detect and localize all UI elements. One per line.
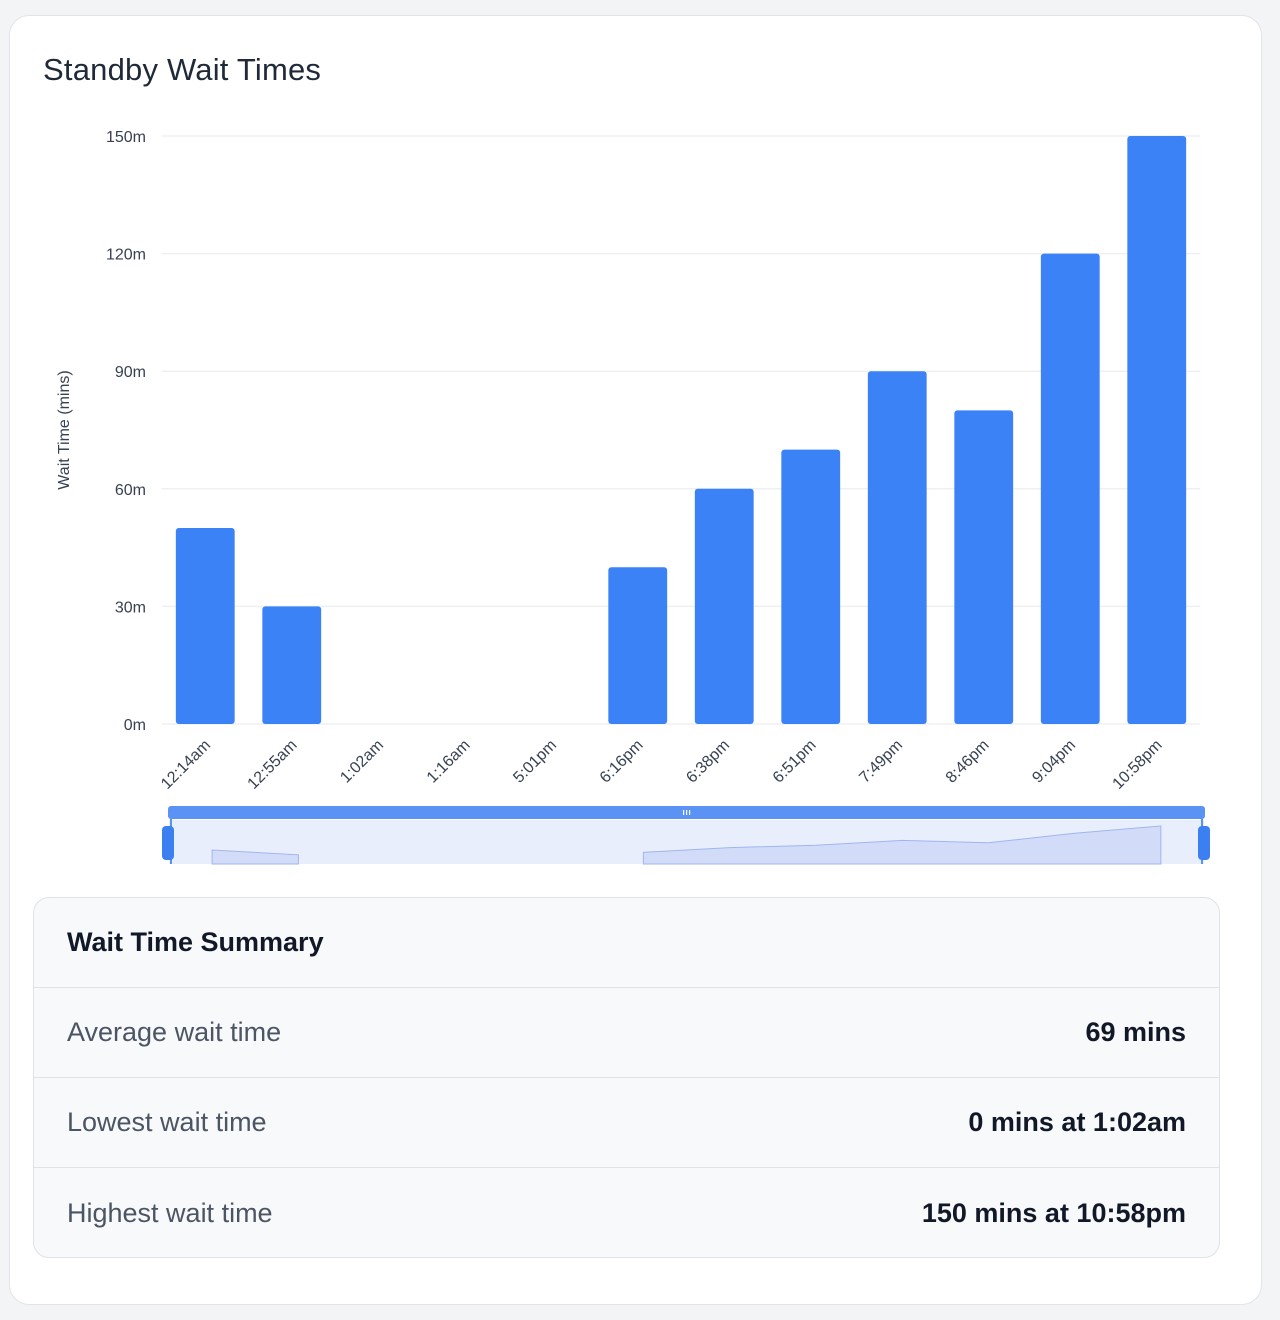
bar	[175, 528, 235, 724]
x-tick-label: 12:14am	[158, 737, 214, 793]
zoom-handle-left[interactable]	[162, 826, 174, 860]
bar	[867, 371, 927, 724]
x-tick-label: 9:04pm	[1029, 737, 1079, 787]
x-tick-label: 1:16am	[424, 737, 474, 787]
bar	[954, 410, 1014, 724]
wait-time-summary: Wait Time Summary Average wait time 69 m…	[33, 897, 1220, 1258]
summary-row-value: 0 mins at 1:02am	[968, 1107, 1186, 1137]
summary-row-value: 150 mins at 10:58pm	[921, 1197, 1186, 1228]
zoom-handle-right[interactable]	[1198, 826, 1210, 860]
bar	[1127, 136, 1187, 724]
summary-row-highest: Highest wait time 150 mins at 10:58pm	[34, 1168, 1219, 1257]
y-tick-label: 30m	[115, 599, 146, 616]
summary-row-label: Lowest wait time	[67, 1107, 267, 1137]
bar	[694, 488, 754, 724]
bar	[262, 606, 322, 724]
summary-row-value: 69 mins	[1085, 1017, 1186, 1047]
zoom-preview-area	[642, 825, 1162, 865]
summary-row-average: Average wait time 69 mins	[34, 988, 1219, 1078]
zoom-preview-area	[211, 849, 299, 865]
zoom-grip-icon	[689, 810, 691, 815]
summary-title: Wait Time Summary	[34, 898, 1219, 988]
x-tick-label: 5:01pm	[510, 737, 560, 787]
y-axis-title: Wait Time (mins)	[56, 370, 73, 489]
zoom-grip-icon	[686, 810, 688, 815]
bar	[608, 567, 668, 724]
summary-row-lowest: Lowest wait time 0 mins at 1:02am	[34, 1078, 1219, 1168]
y-tick-label: 0m	[124, 717, 146, 734]
summary-row-label: Highest wait time	[67, 1197, 273, 1228]
x-tick-label: 8:46pm	[943, 737, 993, 787]
x-tick-label: 1:02am	[337, 737, 387, 787]
y-tick-label: 150m	[106, 129, 146, 146]
x-tick-label: 6:51pm	[770, 737, 820, 787]
x-tick-label: 6:16pm	[597, 737, 647, 787]
summary-row-label: Average wait time	[67, 1017, 282, 1047]
y-tick-label: 120m	[106, 247, 146, 264]
x-tick-label: 10:58pm	[1110, 737, 1166, 793]
card-title: Standby Wait Times	[43, 52, 322, 87]
bar	[1040, 253, 1100, 724]
x-tick-label: 7:49pm	[856, 737, 906, 787]
bar	[781, 449, 841, 724]
zoom-grip-icon	[683, 810, 685, 815]
x-tick-label: 12:55am	[245, 737, 301, 793]
y-tick-label: 60m	[115, 482, 146, 499]
y-tick-label: 90m	[115, 364, 146, 381]
wait-time-bar-chart: 0m 30m 60m 90m 120m 150m Wait Time (mins) 12:14…	[56, 129, 1210, 865]
x-tick-label: 6:38pm	[683, 737, 733, 787]
